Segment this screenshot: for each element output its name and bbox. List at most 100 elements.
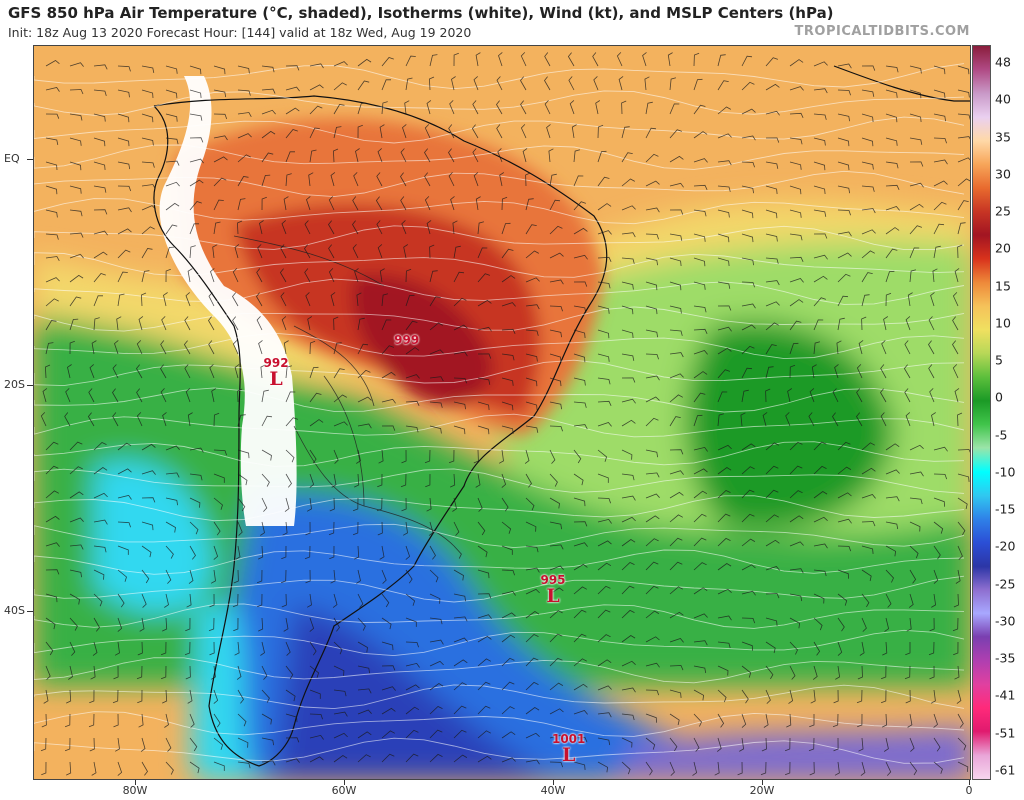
wind-barb	[285, 365, 293, 379]
wind-barb	[741, 55, 753, 67]
wind-barb	[45, 233, 59, 240]
wind-barb	[403, 244, 409, 259]
wind-barb	[501, 222, 511, 235]
colorbar-label: -10	[995, 464, 1016, 480]
wind-barb	[880, 388, 887, 403]
wind-barb	[645, 713, 657, 723]
wind-barb	[330, 292, 336, 307]
wind-barb	[717, 615, 732, 621]
wind-barb	[333, 126, 342, 139]
wind-barb	[333, 665, 345, 676]
wind-barb	[69, 161, 82, 171]
wind-barb	[333, 711, 348, 717]
wind-barb	[929, 617, 935, 632]
wind-barb	[813, 209, 827, 217]
wind-barb	[933, 201, 947, 211]
wind-barb	[357, 396, 372, 403]
wind-barb	[450, 473, 456, 488]
wind-barb	[141, 248, 153, 259]
wind-barb	[501, 590, 516, 596]
wind-barb	[765, 301, 780, 307]
wind-barb	[93, 545, 107, 553]
wind-barb	[477, 521, 486, 536]
wind-barb	[597, 761, 609, 773]
isotherm-line	[34, 629, 965, 657]
colorbar-label: -20	[995, 538, 1016, 554]
wind-barb	[885, 89, 898, 98]
wind-barb	[954, 665, 960, 680]
wind-barb	[405, 569, 413, 584]
wind-barb	[787, 388, 793, 403]
wind-barb	[813, 161, 826, 171]
wind-barb	[69, 274, 84, 283]
wind-barb	[621, 737, 633, 748]
wind-barb	[284, 497, 290, 512]
wind-barb	[211, 388, 217, 403]
wind-barb	[765, 233, 778, 242]
wind-barb	[717, 133, 732, 139]
wind-barb	[357, 369, 371, 379]
wind-barb	[716, 737, 722, 752]
wind-barb	[739, 737, 745, 752]
wind-barb	[789, 185, 802, 195]
wind-barb	[811, 364, 817, 379]
wind-barb	[117, 761, 123, 776]
wind-barb	[45, 569, 60, 575]
wind-barb	[861, 442, 875, 451]
wind-barb	[333, 316, 339, 331]
wind-barb	[453, 324, 468, 331]
wind-barb	[45, 593, 58, 603]
wind-barb	[165, 761, 174, 775]
wind-barb	[260, 521, 265, 536]
wind-barb	[717, 257, 730, 267]
wind-barb	[404, 100, 410, 115]
wind-barb	[69, 569, 82, 578]
wind-barb	[354, 268, 359, 283]
wind-barb	[93, 230, 108, 236]
wind-barb	[933, 137, 947, 144]
wind-barb	[597, 329, 610, 339]
wind-barb	[309, 127, 320, 139]
wind-barb	[573, 377, 586, 386]
wind-barb	[693, 328, 708, 334]
wind-barb	[765, 388, 771, 403]
wind-barb	[213, 473, 225, 483]
andes-terrain	[159, 76, 297, 526]
wind-barb	[765, 110, 780, 116]
wind-barb	[837, 492, 852, 499]
wind-barb	[621, 562, 635, 571]
wind-barb	[45, 542, 60, 547]
wind-barb	[717, 305, 732, 311]
wind-barb	[280, 244, 287, 259]
wind-barb	[645, 207, 660, 213]
wind-barb	[45, 515, 60, 523]
wind-barb	[933, 545, 941, 560]
wind-barb	[693, 350, 708, 355]
wind-barb	[789, 278, 804, 283]
wind-barb	[208, 617, 215, 632]
wind-barb	[376, 220, 383, 235]
wind-barb	[43, 689, 49, 704]
wind-barb	[809, 388, 815, 403]
wind-barb	[903, 364, 911, 379]
wind-barb	[885, 248, 898, 259]
wind-barb	[261, 497, 268, 512]
wind-barb	[573, 737, 588, 743]
wind-barb	[789, 465, 803, 475]
wind-barb	[597, 377, 611, 385]
wind-barb	[765, 641, 776, 654]
wind-barb	[448, 172, 455, 187]
wind-barb	[93, 295, 103, 307]
lon-tick	[344, 780, 345, 785]
wind-barb	[235, 545, 241, 560]
wind-barb	[165, 224, 178, 235]
wind-barb	[837, 466, 852, 475]
wind-barb	[856, 689, 863, 704]
wind-barb	[113, 665, 119, 680]
lat-label: EQ	[4, 152, 20, 165]
wind-barb	[717, 444, 732, 451]
wind-barb	[693, 613, 708, 619]
wind-barb	[520, 124, 527, 139]
wind-barb	[549, 173, 557, 187]
wind-barb	[92, 641, 98, 656]
